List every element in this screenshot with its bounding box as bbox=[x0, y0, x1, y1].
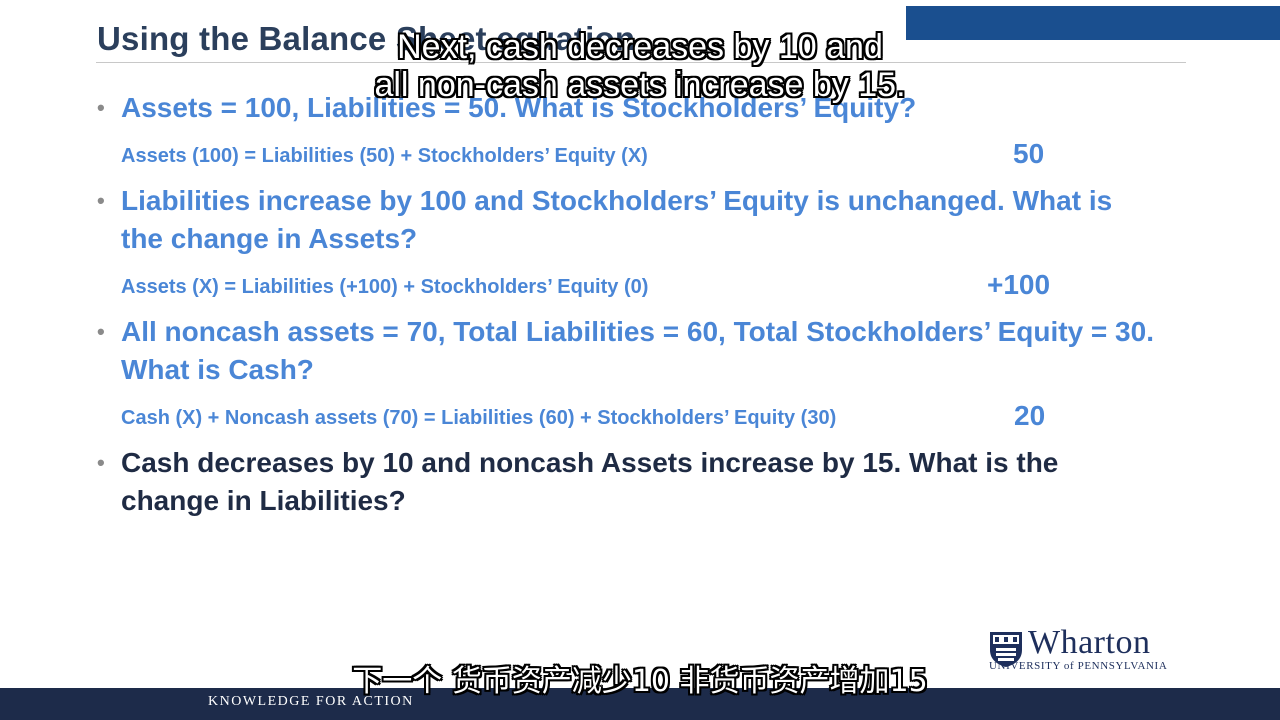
english-subtitle-line: all non-cash assets increase by 15. bbox=[374, 66, 906, 104]
bullet-item: • Cash decreases by 10 and noncash Asset… bbox=[97, 444, 1157, 520]
bullet-question: Cash decreases by 10 and noncash Assets … bbox=[121, 447, 1059, 516]
top-accent-bar bbox=[906, 6, 1280, 40]
bullet-dot-icon: • bbox=[97, 450, 105, 475]
bullet-equation: Cash (X) + Noncash assets (70) = Liabili… bbox=[121, 407, 837, 429]
english-subtitle: Next, cash decreases by 10 and all non-c… bbox=[300, 28, 980, 104]
chinese-subtitle: 下一个 货币资产减少10 非货币资产增加15 bbox=[352, 664, 928, 699]
bullet-answer: 20 bbox=[1014, 400, 1046, 431]
bullet-item: • Liabilities increase by 100 and Stockh… bbox=[97, 182, 1157, 258]
bullet-item: • Assets = 100, Liabilities = 50. What i… bbox=[97, 89, 1157, 127]
bullet-dot-icon: • bbox=[97, 95, 105, 120]
bullet-answer: 50 bbox=[1013, 138, 1045, 169]
shield-icon bbox=[990, 632, 1022, 667]
bullet-dot-icon: • bbox=[97, 188, 105, 213]
english-subtitle-line: Next, cash decreases by 10 and bbox=[397, 28, 883, 66]
bullet-question: Assets = 100, Liabilities = 50. What is … bbox=[121, 92, 917, 123]
logo-subtext: UNIVERSITY of PENNSYLVANIA bbox=[989, 660, 1168, 672]
footer-tagline: KNOWLEDGE FOR ACTION bbox=[208, 694, 414, 709]
bullet-answer: +100 bbox=[987, 269, 1051, 300]
footer-bar bbox=[0, 688, 1280, 720]
slide-title: Using the Balance Sheet equation bbox=[97, 20, 636, 57]
bullet-equation: Assets (X) = Liabilities (+100) + Stockh… bbox=[121, 276, 649, 298]
bullet-question: All noncash assets = 70, Total Liabiliti… bbox=[121, 316, 1154, 385]
bullet-question: Liabilities increase by 100 and Stockhol… bbox=[121, 185, 1113, 254]
bullet-dot-icon: • bbox=[97, 319, 105, 344]
bullet-equation: Assets (100) = Liabilities (50) + Stockh… bbox=[121, 145, 648, 167]
wharton-logo: Wharton UNIVERSITY of PENNSYLVANIA bbox=[988, 624, 1198, 672]
bullet-item: • All noncash assets = 70, Total Liabili… bbox=[97, 313, 1157, 389]
title-divider bbox=[96, 62, 1186, 63]
logo-wordmark: Wharton bbox=[1028, 624, 1151, 661]
